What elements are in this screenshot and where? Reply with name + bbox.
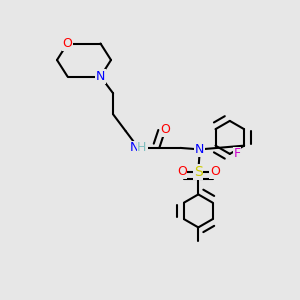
- Text: O: O: [160, 123, 170, 136]
- Text: O: O: [177, 165, 187, 178]
- Text: NH: NH: [129, 141, 148, 154]
- Text: H: H: [137, 141, 147, 154]
- Text: N: N: [195, 143, 205, 156]
- Text: O: O: [210, 165, 220, 178]
- Text: S: S: [194, 165, 203, 179]
- Text: N: N: [130, 141, 140, 154]
- Text: O: O: [63, 37, 72, 50]
- Text: F: F: [234, 147, 241, 161]
- Text: N: N: [96, 70, 105, 83]
